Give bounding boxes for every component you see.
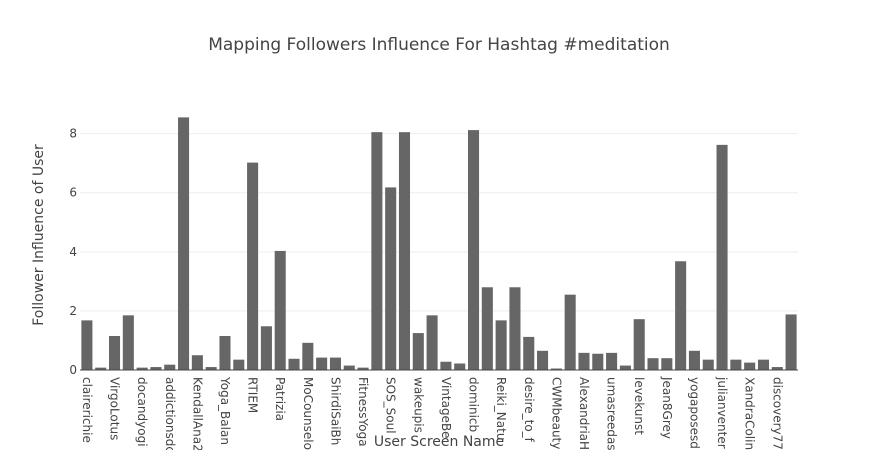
- y-tick-label: 8: [69, 127, 77, 141]
- bar: [537, 350, 549, 370]
- bar: [412, 333, 424, 370]
- bar: [81, 320, 93, 370]
- x-tick-label: VirgoLotus: [108, 377, 122, 440]
- bar: [495, 320, 507, 370]
- bar: [219, 336, 231, 370]
- x-tick-label: KendallAna2: [190, 377, 204, 450]
- x-tick-label: ShirdiSaiBh: [328, 377, 342, 445]
- x-tick-label: RTIEM: [246, 377, 260, 413]
- bar: [550, 368, 562, 370]
- x-tick-label: VintageBe: [439, 377, 453, 439]
- bar: [385, 187, 397, 370]
- bar: [288, 358, 300, 370]
- x-tick-label: docandyogi: [135, 377, 149, 447]
- bar: [702, 359, 714, 370]
- y-tick-labels: 0 2 4 6 8: [69, 127, 77, 377]
- bar: [785, 314, 797, 370]
- bar: [688, 350, 700, 370]
- x-axis-label: User Screen Name: [374, 434, 504, 450]
- x-tick-label: umasreedas: [605, 377, 619, 450]
- bar: [371, 132, 383, 370]
- x-tick-label: dominicb: [467, 377, 481, 432]
- bar: [771, 367, 783, 370]
- x-tick-label: XandraColin: [743, 377, 757, 450]
- bar: [578, 352, 590, 370]
- bar: [247, 162, 259, 370]
- bar: [357, 367, 369, 370]
- bar: [619, 365, 631, 370]
- bar: [274, 250, 286, 370]
- bar: [454, 363, 466, 370]
- y-tick-label: 6: [69, 186, 77, 200]
- bar: [122, 315, 134, 370]
- x-tick-label: Patrizia: [273, 377, 287, 421]
- bar: [260, 326, 272, 370]
- bar: [633, 319, 645, 370]
- x-tick-label: Jean8Grey: [660, 376, 674, 439]
- bar: [744, 362, 756, 370]
- x-tick-label: SOS_Soul: [384, 377, 398, 434]
- y-axis-label: Follower Influence of User: [31, 144, 47, 326]
- bar: [398, 132, 411, 370]
- bar: [440, 361, 452, 370]
- bar: [329, 357, 341, 370]
- bar: [426, 315, 438, 370]
- bar: [136, 367, 148, 370]
- bar: [509, 287, 521, 370]
- x-tick-label: Reiki_Natu: [494, 377, 508, 440]
- bar: [95, 367, 107, 370]
- x-tick-label: clairerichie: [80, 377, 94, 443]
- bar: [481, 287, 493, 370]
- x-tick-label: wakeupis: [411, 377, 425, 433]
- bar: [164, 364, 176, 370]
- bar: [592, 353, 604, 370]
- x-tick-label: discovery77: [770, 377, 784, 450]
- bar: [757, 359, 770, 370]
- x-tick-label: MoCounselo: [301, 377, 315, 450]
- bar: [178, 117, 190, 370]
- x-tick-label: desire_to_f: [522, 377, 536, 443]
- bar: [675, 261, 687, 370]
- x-tick-label: julianventer: [715, 376, 729, 449]
- bar: [150, 367, 162, 370]
- x-tick-label: Yoga_Balan: [218, 376, 232, 445]
- bar: [661, 358, 673, 370]
- bars: [81, 117, 797, 370]
- chart-title: Mapping Followers Influence For Hashtag …: [208, 35, 670, 55]
- x-tick-label: AlexandriaH: [577, 377, 591, 450]
- bar: [233, 359, 245, 370]
- x-tick-labels: clairerichie VirgoLotus docandyogi addictio…: [80, 376, 784, 453]
- y-tick-label: 4: [69, 245, 77, 259]
- bar: [730, 359, 742, 370]
- y-tick-label: 0: [69, 363, 77, 377]
- x-tick-label: levekunst: [632, 377, 646, 435]
- bar: [343, 365, 355, 370]
- bar: [191, 355, 203, 370]
- x-tick-label: FitnessYoga: [356, 377, 370, 447]
- x-tick-label: CWMbeauty: [549, 377, 563, 449]
- x-tick-label: addictionsdc: [163, 377, 177, 450]
- bar: [647, 358, 659, 370]
- bar: [564, 294, 576, 370]
- y-tick-label: 2: [69, 304, 77, 318]
- bar: [606, 352, 618, 370]
- bar: [205, 367, 217, 370]
- bar: [302, 342, 314, 370]
- x-tick-label: yogaposesd: [687, 377, 701, 449]
- bar: [109, 336, 121, 370]
- bar: [716, 144, 728, 370]
- bar: [523, 336, 535, 370]
- bar: [316, 357, 328, 370]
- bar: [468, 130, 480, 370]
